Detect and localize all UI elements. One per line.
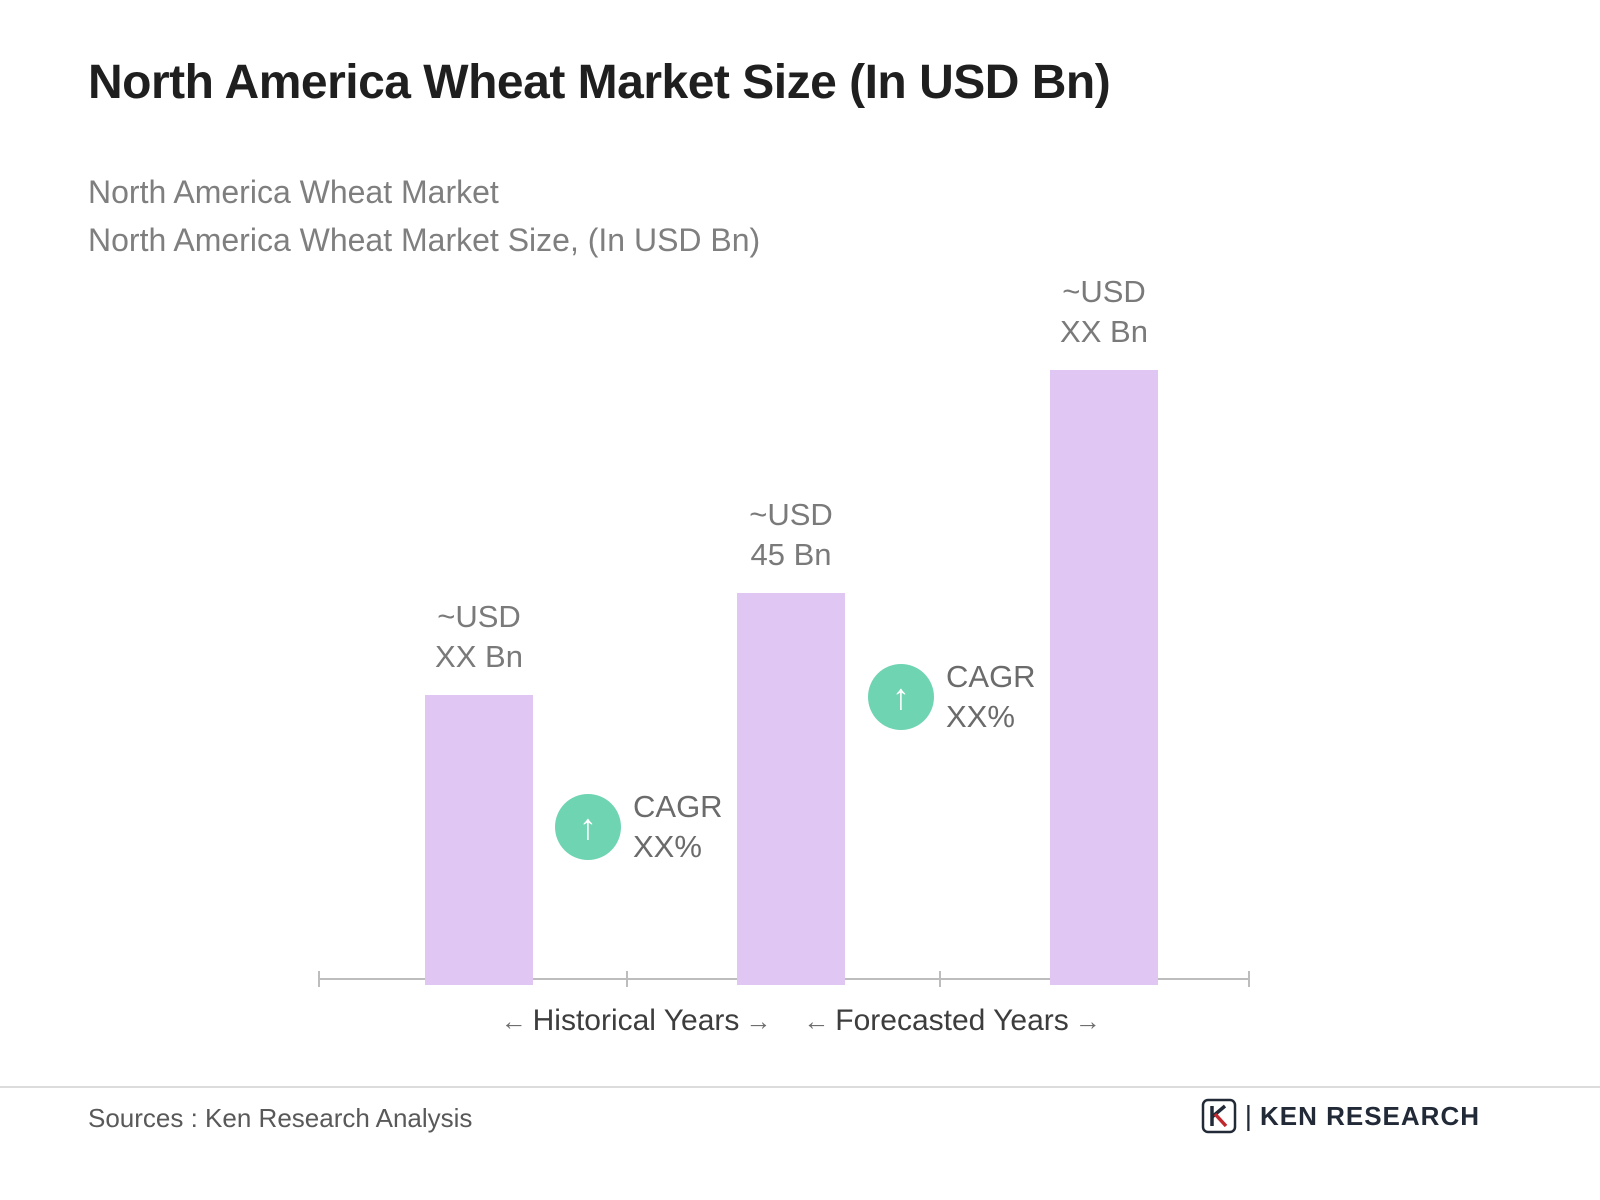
axis-group-historical: ← Historical Years → xyxy=(495,1004,778,1038)
left-arrow-icon: ← xyxy=(803,1006,830,1036)
page-title: North America Wheat Market Size (In USD … xyxy=(88,56,1111,109)
logo-divider: | xyxy=(1244,1100,1252,1131)
subtitle-line-1: North America Wheat Market xyxy=(88,174,499,210)
axis-tick xyxy=(939,971,941,987)
footer-divider xyxy=(0,1086,1600,1088)
logo-text: KEN RESEARCH xyxy=(1259,1100,1480,1131)
bar-3 xyxy=(1050,370,1158,985)
left-arrow-icon: ← xyxy=(500,1006,527,1036)
right-arrow-icon: → xyxy=(1074,1006,1101,1036)
cagr-label-2: CAGR XX% xyxy=(946,659,1036,734)
axis-tick xyxy=(318,971,320,987)
up-arrow-circle-icon: ↑ xyxy=(555,794,621,860)
up-arrow-circle-icon: ↑ xyxy=(868,664,934,730)
axis-tick xyxy=(1248,971,1250,987)
bar-1 xyxy=(425,695,533,985)
bar-2-value-label: ~USD 45 Bn xyxy=(749,497,833,572)
bar-2 xyxy=(737,593,845,985)
axis-tick xyxy=(626,971,628,987)
right-arrow-icon: → xyxy=(745,1006,772,1036)
axis-group-forecasted-label: Forecasted Years xyxy=(835,1004,1069,1037)
ken-research-k-icon xyxy=(1201,1098,1236,1134)
bar-1-value-label: ~USD XX Bn xyxy=(435,599,523,674)
subtitle-line-2: North America Wheat Market Size, (In USD… xyxy=(88,222,761,258)
sources-text: Sources : Ken Research Analysis xyxy=(88,1103,473,1133)
ken-research-logo: | KEN RESEARCH xyxy=(1201,1098,1480,1134)
cagr-label-1: CAGR XX% xyxy=(633,789,723,864)
axis-group-forecasted: ← Forecasted Years → xyxy=(797,1004,1106,1038)
bar-3-value-label: ~USD XX Bn xyxy=(1060,274,1148,349)
axis-group-historical-label: Historical Years xyxy=(532,1004,740,1037)
chart-subtitle: North America Wheat Market North America… xyxy=(88,168,760,264)
